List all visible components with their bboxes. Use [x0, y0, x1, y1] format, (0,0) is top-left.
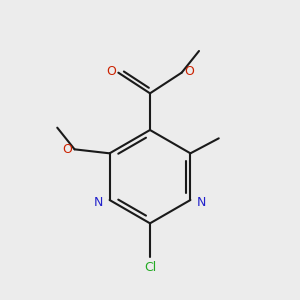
- Text: O: O: [184, 65, 194, 78]
- Text: O: O: [63, 143, 73, 156]
- Text: O: O: [106, 65, 116, 78]
- Text: N: N: [94, 196, 104, 209]
- Text: Cl: Cl: [144, 261, 156, 274]
- Text: N: N: [196, 196, 206, 209]
